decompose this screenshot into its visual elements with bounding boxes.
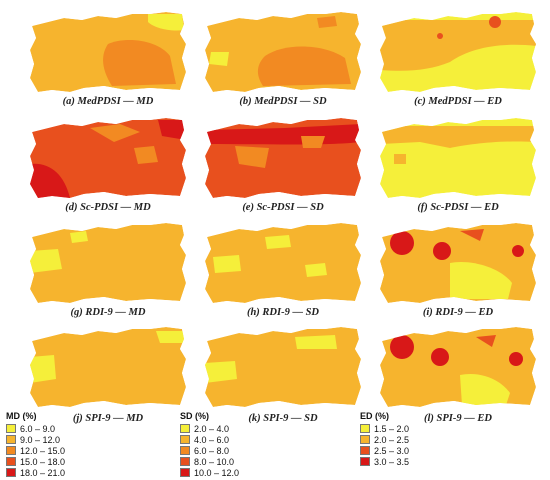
caption-b: (b) MedPDSI — SD bbox=[239, 96, 327, 107]
legend-sd-title: SD (%) bbox=[180, 411, 209, 421]
legend-ed-row: 2.0 – 2.5 bbox=[360, 434, 409, 445]
map-panel-f bbox=[380, 118, 536, 198]
legend-sd-row: 6.0 – 8.0 bbox=[180, 445, 239, 456]
caption-k: (k) SPI-9 — SD bbox=[248, 413, 318, 424]
legend-md-label: 12.0 – 15.0 bbox=[20, 445, 66, 456]
legend-sd-swatch bbox=[180, 435, 190, 444]
legend-sd-row: 2.0 – 4.0 bbox=[180, 423, 239, 434]
legend-ed-label: 2.0 – 2.5 bbox=[374, 434, 410, 445]
legend-ed-row: 2.5 – 3.0 bbox=[360, 445, 409, 456]
legend-md-swatch bbox=[6, 468, 16, 477]
legend-ed-title: ED (%) bbox=[360, 411, 389, 421]
legend-sd-label: 10.0 – 12.0 bbox=[194, 467, 240, 478]
legend-ed-items: 1.5 – 2.0 2.0 – 2.5 2.5 – 3.0 3.0 – 3.5 bbox=[360, 423, 409, 467]
caption-e: (e) Sc-PDSI — SD bbox=[242, 202, 324, 213]
legend-md-swatch bbox=[6, 446, 16, 455]
legend-sd-label: 6.0 – 8.0 bbox=[194, 445, 230, 456]
legend-sd-swatch bbox=[180, 468, 190, 477]
legend-md-row: 9.0 – 12.0 bbox=[6, 434, 65, 445]
map-panel-l bbox=[380, 327, 536, 407]
legend-ed-row: 3.0 – 3.5 bbox=[360, 456, 409, 467]
legend-ed-label: 3.0 – 3.5 bbox=[374, 456, 410, 467]
legend-md: MD (%) 6.0 – 9.0 9.0 – 12.0 12.0 – 15.0 15.… bbox=[6, 411, 65, 478]
legend-ed-row: 1.5 – 2.0 bbox=[360, 423, 409, 434]
map-panel-i bbox=[380, 223, 536, 303]
caption-c: (c) MedPDSI — ED bbox=[414, 96, 502, 107]
legend-md-label: 6.0 – 9.0 bbox=[20, 423, 56, 434]
legend-md-label: 18.0 – 21.0 bbox=[20, 467, 66, 478]
legend-sd-label: 8.0 – 10.0 bbox=[194, 456, 235, 467]
caption-f: (f) Sc-PDSI — ED bbox=[417, 202, 499, 213]
legend-md-label: 9.0 – 12.0 bbox=[20, 434, 61, 445]
legend-sd-row: 4.0 – 6.0 bbox=[180, 434, 239, 445]
map-panel-j bbox=[30, 327, 186, 407]
caption-h: (h) RDI-9 — SD bbox=[246, 307, 320, 318]
map-panel-a bbox=[30, 12, 186, 92]
legend-sd-swatch bbox=[180, 446, 190, 455]
legend-sd: SD (%) 2.0 – 4.0 4.0 – 6.0 6.0 – 8.0 8.0 – … bbox=[180, 411, 239, 478]
map-panel-h bbox=[205, 223, 361, 303]
legend-ed-label: 2.5 – 3.0 bbox=[374, 445, 410, 456]
caption-j: (j) SPI-9 — MD bbox=[72, 413, 144, 424]
legend-sd-label: 4.0 – 6.0 bbox=[194, 434, 230, 445]
legend-ed-swatch bbox=[360, 435, 370, 444]
legend-ed-swatch bbox=[360, 424, 370, 433]
legend-md-row: 12.0 – 15.0 bbox=[6, 445, 65, 456]
map-panel-e bbox=[205, 118, 361, 198]
legend-sd-row: 8.0 – 10.0 bbox=[180, 456, 239, 467]
legend-ed-swatch bbox=[360, 446, 370, 455]
legend-md-label: 15.0 – 18.0 bbox=[20, 456, 66, 467]
legend-ed-swatch bbox=[360, 457, 370, 466]
map-panel-c bbox=[380, 12, 536, 92]
legend-ed-label: 1.5 – 2.0 bbox=[374, 423, 410, 434]
legend-md-title: MD (%) bbox=[6, 411, 37, 421]
caption-a: (a) MedPDSI — MD bbox=[62, 96, 154, 107]
map-panel-b bbox=[205, 12, 361, 92]
caption-l: (l) SPI-9 — ED bbox=[424, 413, 492, 424]
legend-sd-items: 2.0 – 4.0 4.0 – 6.0 6.0 – 8.0 8.0 – 10.0 10.… bbox=[180, 423, 239, 478]
legend-md-swatch bbox=[6, 424, 16, 433]
caption-d: (d) Sc-PDSI — MD bbox=[65, 202, 151, 213]
caption-g: (g) RDI-9 — MD bbox=[70, 307, 146, 318]
map-panel-d bbox=[30, 118, 186, 198]
map-panel-g bbox=[30, 223, 186, 303]
legend-sd-row: 10.0 – 12.0 bbox=[180, 467, 239, 478]
legend-sd-swatch bbox=[180, 457, 190, 466]
legend-md-row: 18.0 – 21.0 bbox=[6, 467, 65, 478]
legend-md-row: 6.0 – 9.0 bbox=[6, 423, 65, 434]
legend-sd-swatch bbox=[180, 424, 190, 433]
legend-md-swatch bbox=[6, 435, 16, 444]
legend-ed: ED (%) 1.5 – 2.0 2.0 – 2.5 2.5 – 3.0 3.0 – … bbox=[360, 411, 409, 467]
map-panel-k bbox=[205, 327, 361, 407]
legend-md-items: 6.0 – 9.0 9.0 – 12.0 12.0 – 15.0 15.0 – 18.… bbox=[6, 423, 65, 478]
caption-i: (i) RDI-9 — ED bbox=[422, 307, 494, 318]
legend-md-swatch bbox=[6, 457, 16, 466]
legend-sd-label: 2.0 – 4.0 bbox=[194, 423, 230, 434]
legend-md-row: 15.0 – 18.0 bbox=[6, 456, 65, 467]
